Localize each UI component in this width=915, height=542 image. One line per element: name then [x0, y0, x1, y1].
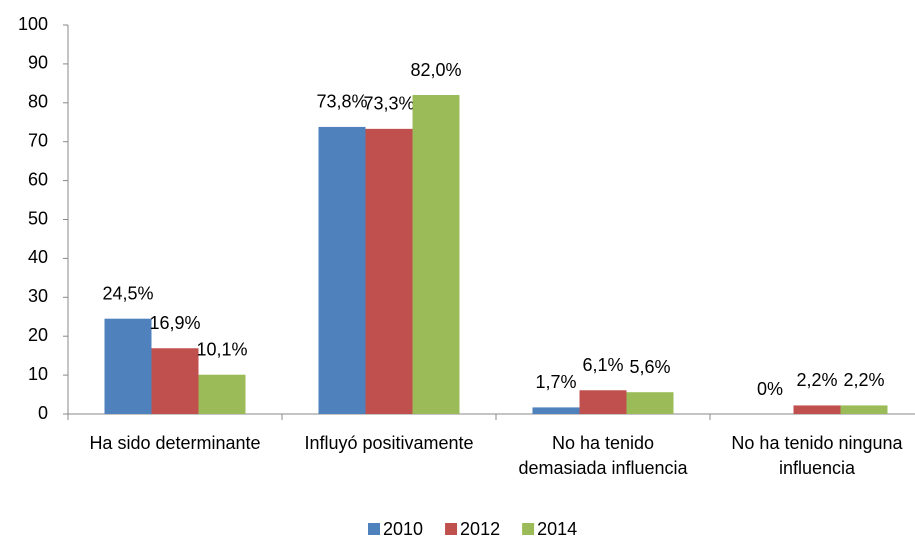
value-label: 0% — [757, 379, 783, 399]
legend-swatch — [522, 523, 535, 535]
legend-swatch — [445, 523, 458, 535]
bar — [579, 390, 627, 414]
y-tick-label: 60 — [28, 169, 48, 189]
value-label: 73,3% — [363, 94, 414, 114]
value-label: 2,2% — [843, 370, 884, 390]
bar — [532, 407, 580, 414]
y-tick-label: 80 — [28, 92, 48, 112]
bar — [318, 126, 366, 414]
bar — [840, 405, 888, 414]
bar — [793, 405, 841, 414]
value-label: 73,8% — [316, 92, 367, 112]
y-tick-label: 30 — [28, 286, 48, 306]
value-label: 16,9% — [149, 313, 200, 333]
x-tick-label: Ha sido determinante — [89, 433, 261, 453]
y-tick-label: 50 — [28, 208, 48, 228]
y-tick-label: 20 — [28, 325, 48, 345]
value-label: 5,6% — [629, 357, 670, 377]
bar — [198, 374, 246, 414]
y-tick-label: 0 — [38, 403, 48, 423]
y-tick-label: 40 — [28, 247, 48, 267]
x-tick-label: No ha tenido demasiada influencia — [518, 433, 688, 478]
value-label: 1,7% — [535, 372, 576, 392]
value-label: 6,1% — [582, 355, 623, 375]
value-label: 2,2% — [796, 370, 837, 390]
bar — [365, 128, 413, 414]
value-label: 82,0% — [410, 60, 461, 80]
x-tick-label: No ha tenido ninguna influencia — [731, 433, 903, 478]
bar — [626, 392, 674, 414]
value-label: 10,1% — [196, 339, 247, 359]
legend-label: 2010 — [383, 519, 423, 539]
value-label: 24,5% — [102, 283, 153, 303]
legend-swatch — [368, 523, 380, 535]
y-tick-label: 10 — [28, 364, 48, 384]
y-tick-label: 70 — [28, 130, 48, 150]
legend-label: 2012 — [460, 519, 500, 539]
y-tick-label: 90 — [28, 53, 48, 73]
bar — [412, 95, 460, 415]
bar — [151, 348, 199, 414]
legend-label: 2014 — [537, 519, 577, 539]
bar — [104, 318, 152, 414]
y-tick-label: 100 — [18, 14, 48, 34]
x-tick-label: Influyó positivamente — [304, 433, 474, 453]
